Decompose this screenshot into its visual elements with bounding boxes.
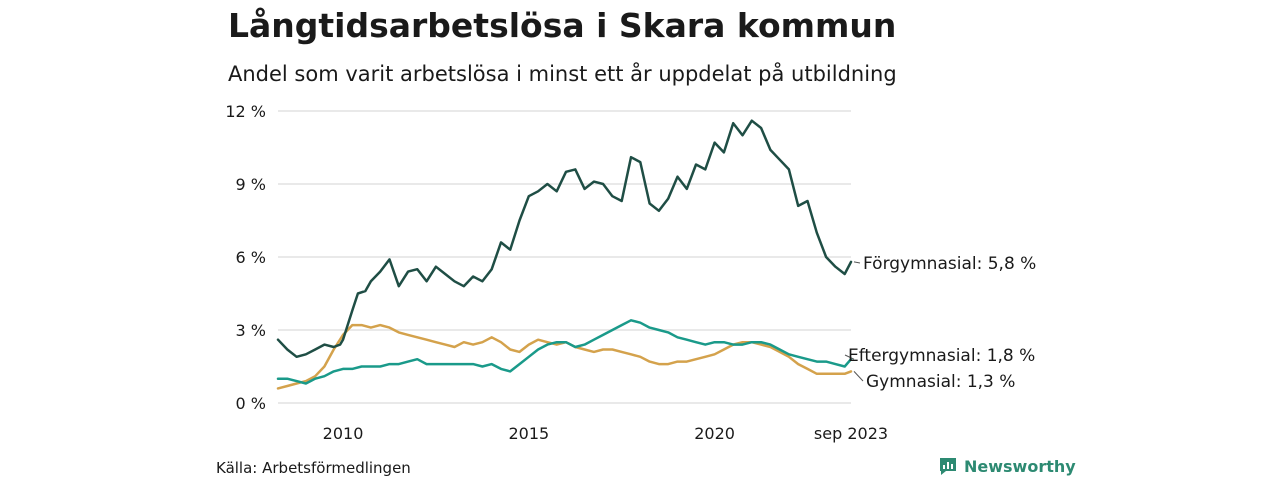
end-label-leader — [853, 371, 864, 382]
newsworthy-logo[interactable]: Newsworthy — [938, 456, 1076, 476]
y-tick-label: 9 % — [236, 175, 266, 194]
end-label-eftergymnasial: Eftergymnasial: 1,8 % — [848, 346, 1035, 366]
chart-title: Långtidsarbetslösa i Skara kommun — [228, 6, 897, 45]
end-label-leader — [844, 354, 855, 360]
x-tick-label: 2010 — [323, 424, 364, 443]
series-line-eftergymnasial — [276, 319, 853, 385]
newsworthy-logo-icon — [940, 458, 956, 475]
newsworthy-logo-text: Newsworthy — [964, 456, 1076, 476]
x-tick-label: sep 2023 — [814, 424, 888, 443]
series-line-forgymnasial — [276, 119, 853, 359]
end-label-forgymnasial: Förgymnasial: 5,8 % — [863, 254, 1036, 274]
source-note: Källa: Arbetsförmedlingen — [216, 459, 411, 477]
x-tick-label: 2015 — [508, 424, 549, 443]
y-tick-label: 3 % — [236, 321, 266, 340]
series-line-gymnasial — [276, 323, 853, 390]
y-tick-label: 12 % — [225, 102, 266, 121]
end-label-gymnasial: Gymnasial: 1,3 % — [866, 372, 1015, 392]
end-label-leader — [853, 261, 861, 264]
y-tick-label: 6 % — [236, 248, 266, 267]
y-tick-label: 0 % — [236, 394, 266, 413]
chart-subtitle: Andel som varit arbetslösa i minst ett å… — [228, 62, 897, 86]
x-tick-label: 2020 — [694, 424, 735, 443]
